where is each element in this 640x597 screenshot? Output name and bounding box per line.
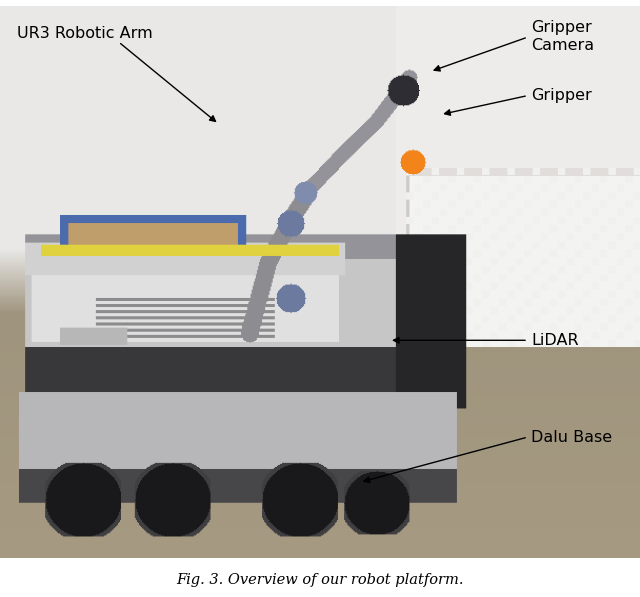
Text: LiDAR: LiDAR [531,333,579,348]
Text: UR3 Robotic Arm: UR3 Robotic Arm [17,26,153,41]
Text: Dalu Base: Dalu Base [531,429,612,445]
Text: Gripper: Gripper [531,88,592,103]
Text: Fig. 3. Overview of our robot platform.: Fig. 3. Overview of our robot platform. [176,573,464,587]
Text: Gripper
Camera: Gripper Camera [531,20,595,53]
